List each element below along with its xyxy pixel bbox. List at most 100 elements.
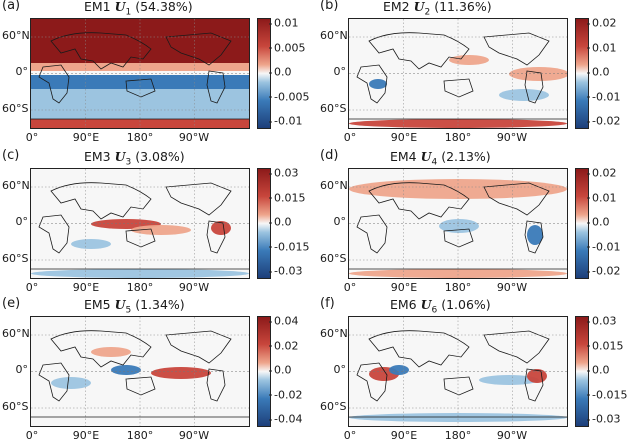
- lat-label: 60°N: [2, 29, 30, 42]
- lon-label: 90°W: [178, 281, 210, 294]
- colorbar-tick: -0.01: [586, 90, 621, 103]
- colorbar-tick: -0.01: [586, 240, 621, 253]
- panel-title: EM3 U3 (3.08%): [84, 149, 185, 168]
- lon-label: 0°: [343, 131, 357, 144]
- lon-label: 180°: [444, 429, 472, 442]
- colorbar-tick: 0.0: [269, 65, 292, 79]
- colorbar: [575, 168, 589, 279]
- map: [348, 18, 568, 129]
- colorbar-tick: -0.015: [268, 240, 310, 253]
- colorbar-tick: -0.02: [268, 388, 303, 401]
- panel-title: EM6 U6 (1.06%): [390, 297, 491, 316]
- colorbar-tick: 0.015: [587, 339, 624, 352]
- panel-3: (c) EM3 U3 (3.08%) 60°N 0° 60°S 0° 90°E 180° 90…: [0, 148, 318, 298]
- panel-title: EM5 U5 (1.34%): [84, 297, 185, 316]
- colorbar-tick: 0.03: [587, 314, 617, 328]
- panel-2: (b) EM2 U2 (11.36%) 60°N 0° 60°S 0° 90°E 180° 9…: [318, 0, 636, 148]
- colorbar-tick: 0.03: [269, 166, 299, 180]
- lon-label: 90°E: [72, 281, 100, 294]
- lat-label: 0°: [333, 65, 347, 78]
- colorbar-tick: 0.0: [587, 65, 610, 79]
- colorbar-tick: 0.0: [587, 215, 610, 229]
- colorbar-tick: 0.01: [587, 191, 617, 204]
- lat-label: 60°N: [320, 179, 348, 192]
- colorbar: [575, 316, 589, 427]
- lon-label: 90°W: [178, 429, 210, 442]
- lon-label: 90°E: [72, 131, 100, 144]
- colorbar-tick: 0.015: [269, 191, 306, 204]
- lat-label: 0°: [15, 363, 29, 376]
- panel-letter: (b): [320, 0, 339, 13]
- colorbar: [575, 18, 589, 129]
- lat-label: 0°: [333, 363, 347, 376]
- lon-label: 90°E: [390, 131, 418, 144]
- colorbar: [257, 168, 271, 279]
- panel-title: EM1 U1 (54.38%): [84, 0, 193, 18]
- map: [30, 18, 250, 129]
- lat-label: 60°S: [320, 252, 347, 265]
- lon-label: 180°: [444, 131, 472, 144]
- colorbar-tick: -0.02: [586, 114, 621, 128]
- panel-letter: (a): [2, 0, 21, 13]
- map: [30, 168, 250, 279]
- colorbar-tick: -0.04: [268, 412, 303, 426]
- lon-label: 180°: [126, 281, 154, 294]
- colorbar-tick: 0.02: [587, 16, 617, 30]
- lon-label: 90°W: [496, 429, 528, 442]
- colorbar-tick: 0.0: [269, 215, 292, 229]
- colorbar-tick: -0.005: [268, 90, 310, 103]
- panel-title: EM4 U4 (2.13%): [390, 149, 491, 168]
- lon-label: 180°: [126, 429, 154, 442]
- lon-label: 90°W: [178, 131, 210, 144]
- colorbar-tick: -0.02: [586, 264, 621, 278]
- panel-letter: (d): [320, 148, 339, 163]
- lat-label: 60°N: [2, 179, 30, 192]
- lon-label: 90°E: [72, 429, 100, 442]
- colorbar-tick: 0.04: [269, 314, 299, 328]
- lat-label: 60°S: [320, 102, 347, 115]
- map: [348, 316, 568, 427]
- lat-label: 60°N: [320, 29, 348, 42]
- lon-label: 90°W: [496, 131, 528, 144]
- lon-label: 180°: [126, 131, 154, 144]
- colorbar: [257, 18, 271, 129]
- panel-6: (f) EM6 U6 (1.06%) 60°N 0° 60°S 0° 90°E 180° 90…: [318, 296, 636, 446]
- lat-label: 60°S: [2, 252, 29, 265]
- lat-label: 60°N: [320, 327, 348, 340]
- lat-label: 0°: [15, 65, 29, 78]
- lon-label: 0°: [25, 131, 39, 144]
- colorbar-tick: 0.0: [587, 363, 610, 377]
- lon-label: 0°: [25, 429, 39, 442]
- lon-label: 0°: [343, 281, 357, 294]
- lon-label: 180°: [444, 281, 472, 294]
- lon-label: 90°E: [390, 429, 418, 442]
- colorbar-tick: -0.015: [586, 388, 628, 401]
- colorbar-tick: 0.005: [269, 41, 306, 54]
- colorbar-tick: 0.0: [269, 363, 292, 377]
- panel-letter: (e): [2, 296, 21, 311]
- colorbar-tick: 0.01: [269, 16, 299, 30]
- colorbar-tick: 0.02: [587, 166, 617, 180]
- colorbar-tick: 0.02: [269, 339, 299, 352]
- panel-letter: (c): [2, 148, 20, 163]
- lat-label: 60°N: [2, 327, 30, 340]
- panel-letter: (f): [320, 296, 335, 311]
- lat-label: 60°S: [2, 400, 29, 413]
- colorbar-tick: 0.01: [587, 41, 617, 54]
- lat-label: 60°S: [320, 400, 347, 413]
- lon-label: 90°W: [496, 281, 528, 294]
- panel-1: (a) EM1 U1 (54.38%) 60°N 0° 60°S 0° 90°E 180° 9…: [0, 0, 318, 148]
- panel-5: (e) EM5 U5 (1.34%) 60°N 0° 60°S 0° 90°E 180° 90…: [0, 296, 318, 446]
- lat-label: 0°: [333, 215, 347, 228]
- lat-label: 0°: [15, 215, 29, 228]
- colorbar-tick: -0.03: [586, 412, 621, 426]
- lon-label: 0°: [25, 281, 39, 294]
- colorbar: [257, 316, 271, 427]
- colorbar-tick: -0.03: [268, 264, 303, 278]
- lon-label: 0°: [343, 429, 357, 442]
- map: [348, 168, 568, 279]
- colorbar-tick: -0.01: [268, 114, 303, 128]
- map: [30, 316, 250, 427]
- panel-4: (d) EM4 U4 (2.13%) 60°N 0° 60°S 0° 90°E 180° 90…: [318, 148, 636, 298]
- lon-label: 90°E: [390, 281, 418, 294]
